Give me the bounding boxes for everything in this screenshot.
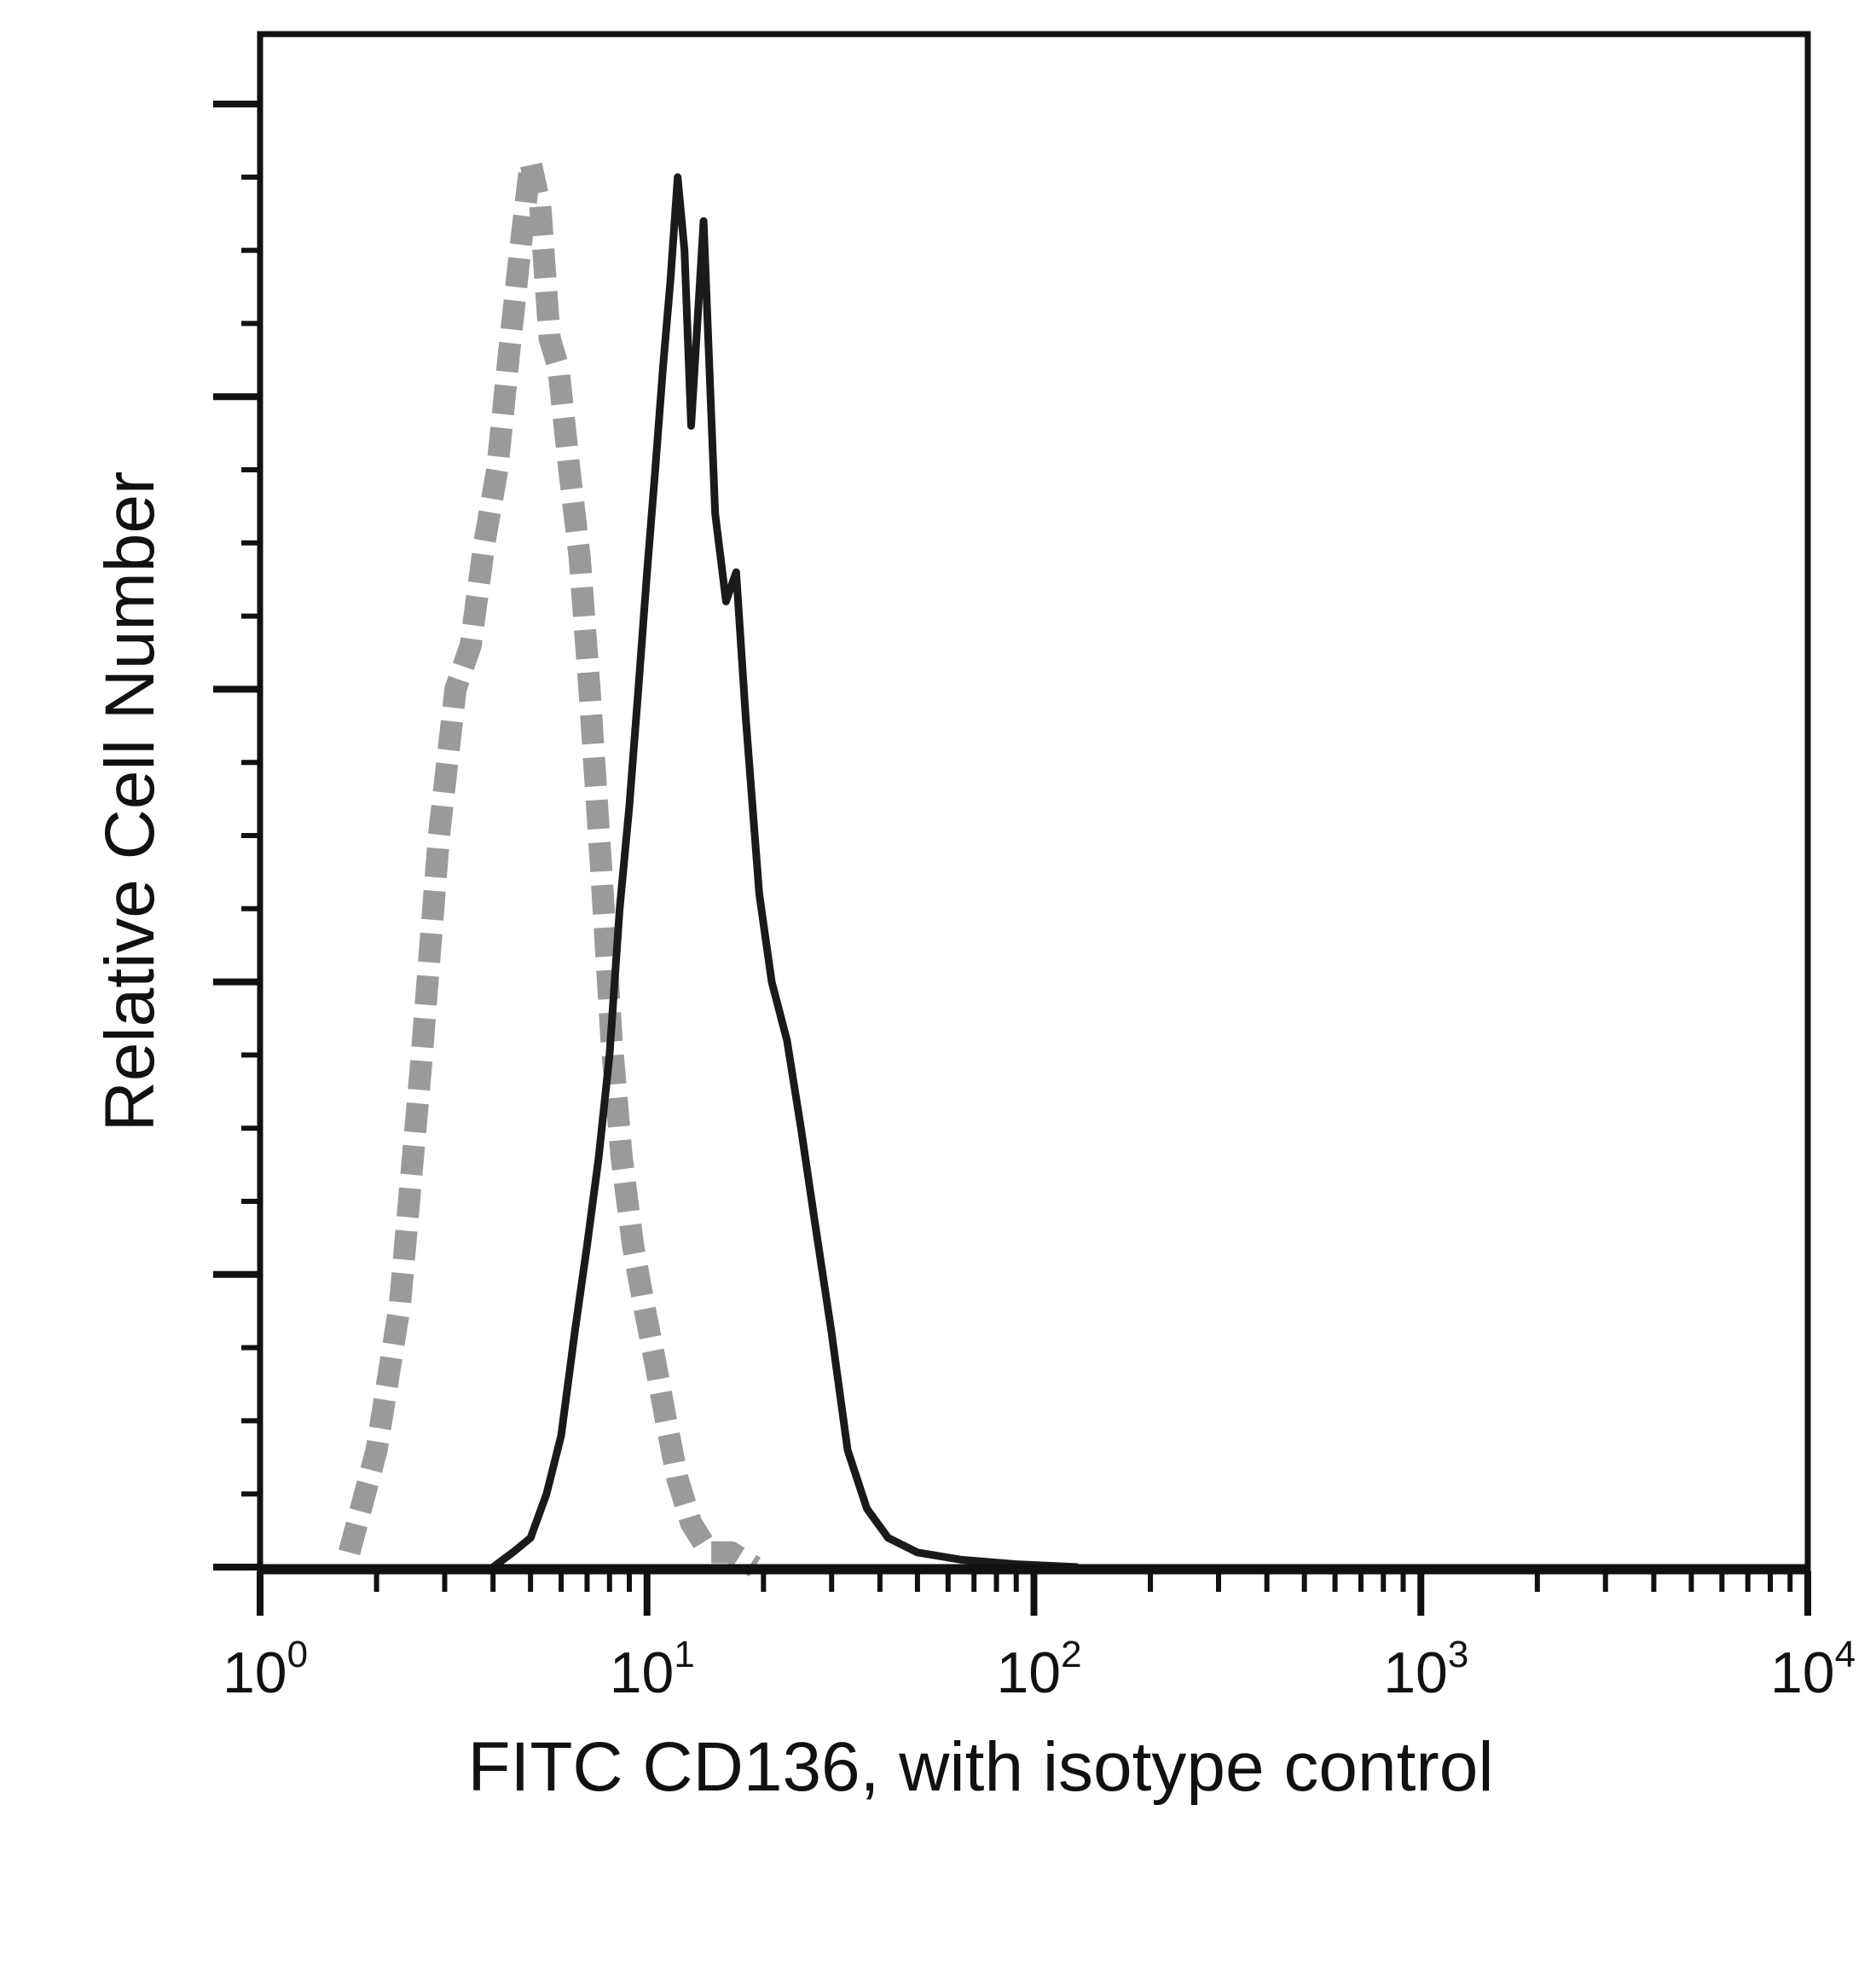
x-tick-base: 10	[1770, 1640, 1835, 1705]
y-axis-ticks	[213, 101, 260, 1571]
x-tick-exponent: 0	[287, 1634, 308, 1675]
x-tick-label: 103	[1383, 1634, 1468, 1705]
x-tick-label: 101	[610, 1634, 695, 1705]
x-axis-title: FITC CD136, with isotype control	[467, 1728, 1493, 1806]
x-axis-ticks	[257, 1571, 1811, 1616]
x-tick-label: 104	[1770, 1634, 1856, 1705]
x-tick-base: 10	[610, 1640, 675, 1705]
y-axis-title: Relative Cell Number	[91, 471, 169, 1132]
histogram-series-1	[339, 151, 761, 1577]
series-layer	[260, 151, 1808, 1577]
histogram-series-2	[490, 173, 1079, 1571]
x-tick-exponent: 2	[1061, 1634, 1081, 1675]
x-tick-exponent: 1	[674, 1634, 694, 1675]
x-tick-exponent: 3	[1448, 1634, 1468, 1675]
x-tick-label: 102	[996, 1634, 1081, 1705]
x-tick-base: 10	[996, 1640, 1061, 1705]
x-tick-exponent: 4	[1835, 1634, 1856, 1675]
x-tick-label: 100	[223, 1634, 308, 1705]
x-axis-tick-labels: 100 101 102 103 104	[223, 1634, 1856, 1705]
x-tick-base: 10	[1383, 1640, 1448, 1705]
x-tick-base: 10	[223, 1640, 287, 1705]
